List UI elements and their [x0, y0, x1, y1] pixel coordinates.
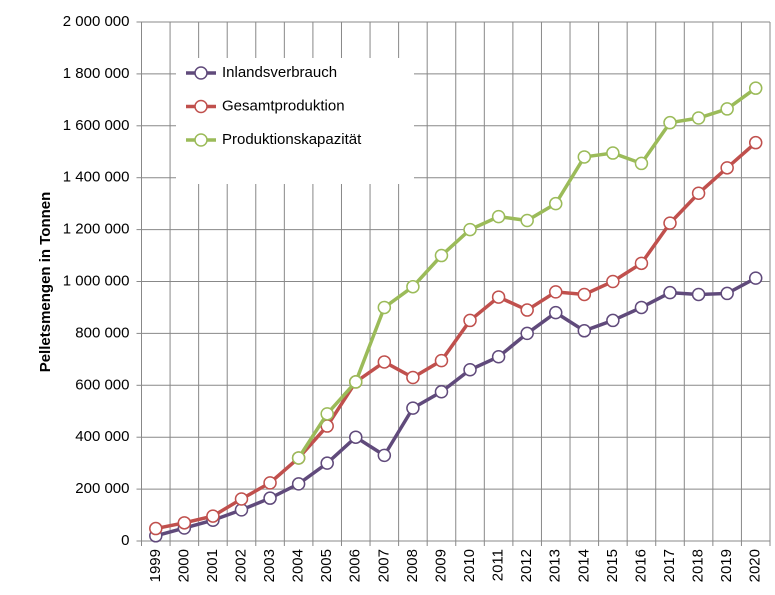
data-point	[434, 248, 449, 263]
x-tick-label: 2002	[232, 549, 249, 582]
y-tick-label: 1 000 000	[63, 272, 130, 289]
data-point	[691, 186, 706, 201]
data-point	[491, 350, 506, 364]
legend-marker	[194, 133, 208, 147]
series-line	[155, 276, 757, 538]
data-point	[463, 362, 477, 377]
data-point	[577, 150, 592, 164]
data-point	[177, 516, 192, 530]
data-point	[263, 491, 277, 505]
data-point	[634, 300, 649, 315]
data-point	[577, 287, 592, 302]
x-tick-label: 2017	[661, 549, 678, 582]
x-tick-label: 2019	[718, 549, 735, 582]
data-point	[634, 256, 649, 271]
data-point	[320, 407, 334, 421]
data-point	[606, 146, 620, 160]
y-tick-label: 600 000	[75, 376, 129, 393]
y-tick-label: 1 800 000	[63, 65, 130, 82]
data-point	[149, 521, 163, 536]
y-axis-label: Pelletsmengen in Tonnen	[37, 192, 54, 373]
data-point	[206, 509, 220, 523]
x-tick-label: 2014	[575, 549, 592, 582]
x-tick-label: 2020	[747, 549, 764, 582]
data-point	[748, 271, 763, 285]
data-point	[663, 216, 677, 230]
data-point	[634, 156, 649, 171]
x-tick-label: 2003	[261, 549, 278, 582]
data-point	[291, 451, 306, 465]
x-tick-label: 2010	[461, 549, 478, 582]
data-point	[520, 303, 534, 317]
data-point	[377, 300, 392, 315]
data-point	[491, 290, 506, 304]
x-tick-label: 2013	[547, 549, 564, 582]
data-point	[606, 274, 620, 289]
data-point	[349, 375, 363, 389]
data-point	[748, 135, 763, 150]
data-point	[320, 456, 334, 470]
y-tick-label: 1 200 000	[63, 221, 130, 238]
x-tick-label: 2006	[347, 549, 364, 582]
x-tick-label: 2000	[175, 549, 192, 582]
data-point	[434, 353, 449, 368]
data-point	[577, 324, 592, 338]
x-tick-label: 2016	[632, 549, 649, 582]
y-tick-label: 400 000	[75, 428, 129, 445]
data-point	[349, 430, 363, 444]
data-point	[691, 287, 706, 302]
data-point	[434, 385, 449, 399]
data-point	[377, 355, 392, 369]
data-point	[463, 313, 477, 328]
data-point	[291, 477, 306, 491]
x-tick-label: 2005	[318, 549, 335, 582]
x-tick-label: 2011	[490, 549, 507, 581]
x-tick-label: 1999	[147, 549, 164, 582]
x-tick-label: 2004	[290, 549, 307, 582]
y-tick-label: 0	[121, 532, 129, 549]
data-point	[263, 476, 277, 490]
x-tick-label: 2008	[404, 549, 421, 582]
x-tick-label: 2018	[690, 549, 707, 582]
data-point	[720, 286, 734, 301]
data-point	[520, 326, 534, 341]
data-point	[520, 213, 534, 228]
data-point	[406, 401, 420, 415]
data-point	[548, 305, 563, 320]
data-point	[720, 161, 734, 175]
y-tick-label: 200 000	[75, 480, 129, 497]
legend-marker	[194, 99, 208, 114]
data-point	[406, 370, 420, 385]
data-point	[491, 209, 506, 224]
data-point	[663, 115, 677, 130]
y-tick-label: 800 000	[75, 324, 129, 341]
y-tick-label: 1 600 000	[63, 117, 130, 134]
series-line	[155, 141, 757, 531]
legend-box	[176, 58, 414, 184]
data-point	[748, 81, 763, 95]
data-point	[548, 285, 563, 299]
legend-marker	[194, 66, 208, 80]
data-point	[406, 279, 420, 294]
data-point	[720, 102, 734, 116]
legend-label: Inlandsverbrauch	[222, 64, 337, 81]
data-point	[234, 492, 249, 506]
y-tick-label: 1 400 000	[63, 169, 130, 186]
y-tick-label: 2 000 000	[63, 13, 130, 30]
data-point	[377, 448, 392, 463]
legend-label: Gesamtproduktion	[222, 97, 345, 114]
data-point	[606, 313, 620, 328]
data-point	[463, 222, 477, 237]
x-tick-label: 2001	[204, 549, 221, 582]
x-tick-label: 2007	[375, 549, 392, 582]
x-tick-label: 2009	[432, 549, 449, 582]
data-point	[548, 196, 563, 211]
data-point	[663, 285, 677, 300]
x-tick-label: 2015	[604, 549, 621, 582]
data-point	[691, 111, 706, 125]
legend-label: Produktionskapazität	[222, 131, 362, 148]
x-tick-label: 2012	[518, 549, 535, 582]
